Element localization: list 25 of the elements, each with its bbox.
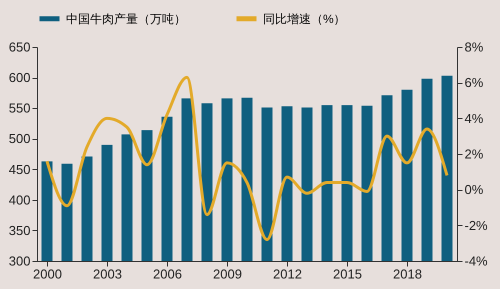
y-tick-label: 400 bbox=[8, 192, 30, 208]
x-tick-label: 2003 bbox=[93, 266, 122, 282]
y2-tick-label: 6% bbox=[464, 75, 484, 90]
legend-label: 中国牛肉产量（万吨） bbox=[66, 12, 186, 26]
x-tick-label: 2012 bbox=[273, 266, 302, 282]
y-tick-label: 650 bbox=[8, 40, 30, 54]
x-tick-label: 2009 bbox=[213, 266, 242, 282]
y2-tick-label: -4% bbox=[464, 254, 488, 268]
y-tick-label: 350 bbox=[8, 222, 30, 238]
x-tick-label: 2006 bbox=[153, 266, 182, 282]
x-tick-label: 2018 bbox=[393, 266, 422, 282]
y2-tick-label: -2% bbox=[464, 218, 488, 233]
y-tick-label: 300 bbox=[8, 254, 30, 268]
y-tick-label: 600 bbox=[8, 70, 30, 86]
y-tick-label: 500 bbox=[8, 131, 30, 146]
y2-tick-label: 0% bbox=[464, 182, 484, 198]
y2-tick-label: 2% bbox=[464, 146, 484, 162]
line-series bbox=[46, 76, 448, 242]
x-tick-label: 2000 bbox=[33, 266, 62, 282]
y-tick-label: 550 bbox=[8, 100, 30, 116]
y2-tick-label: 4% bbox=[464, 110, 484, 126]
legend-label: 同比增速（%） bbox=[263, 12, 346, 26]
y2-tick-label: 8% bbox=[464, 40, 484, 54]
y-tick-label: 450 bbox=[8, 162, 30, 177]
x-tick-label: 2015 bbox=[333, 266, 362, 282]
